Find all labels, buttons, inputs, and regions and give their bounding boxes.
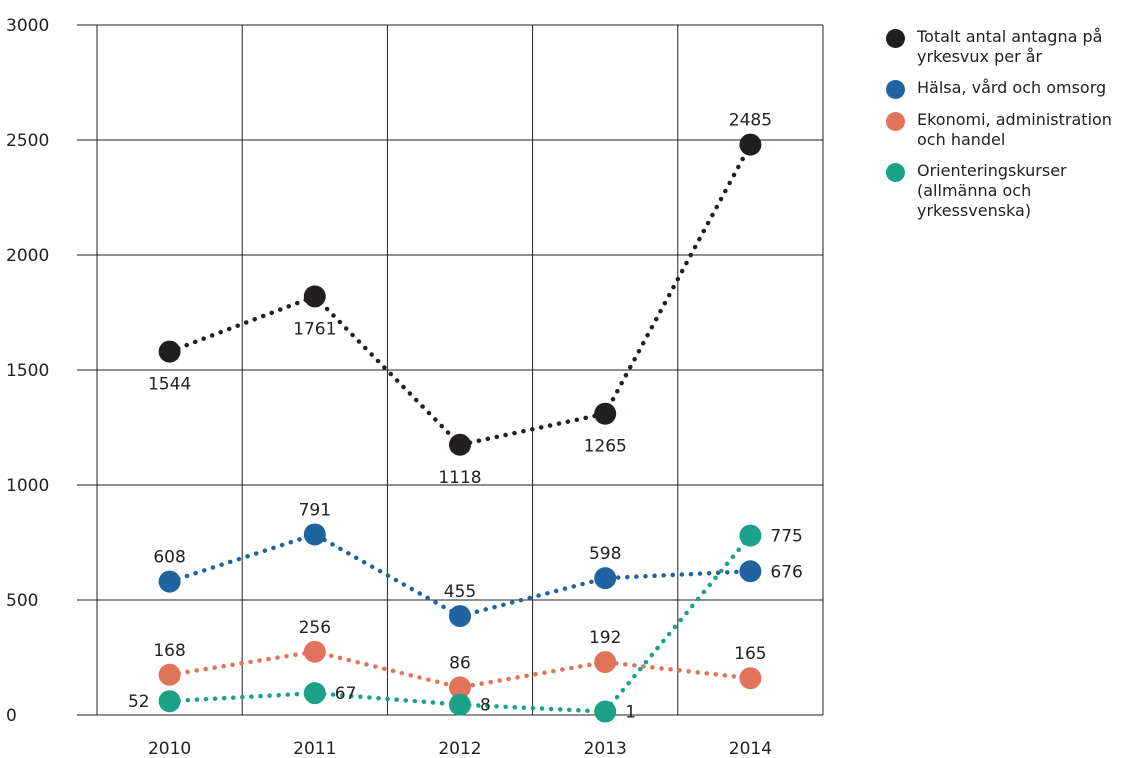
data-point (303, 640, 326, 663)
data-label: 52 (128, 692, 150, 712)
data-label: 1118 (438, 468, 481, 488)
y-tick-label: 500 (6, 591, 38, 611)
x-tick-label: 2010 (148, 739, 191, 758)
legend-label-line: Orienteringskurser (917, 161, 1067, 180)
data-label: 1761 (293, 319, 336, 339)
data-point (303, 523, 326, 546)
data-label: 86 (449, 653, 471, 673)
data-point (739, 133, 762, 156)
data-labels: 1544 1761 1118 1265 2485 608 791 455 598 676 168 25… (128, 111, 803, 723)
legend-label: Totalt antal antagna på yrkesvux per år (917, 27, 1102, 67)
series-layer (158, 133, 762, 723)
data-label: 165 (734, 644, 766, 664)
y-tick-label: 2000 (6, 246, 49, 266)
legend-swatch (886, 80, 905, 99)
data-label: 1 (625, 703, 636, 723)
data-label: 608 (153, 548, 185, 568)
legend-item: Hälsa, vård och omsorg (886, 78, 1144, 99)
y-axis: 0 500 1000 1500 2000 2500 3000 (6, 16, 49, 726)
legend-label-line: yrkesvux per år (917, 47, 1043, 66)
data-point (449, 693, 471, 716)
data-point (594, 567, 617, 590)
legend-label: Ekonomi, administration och handel (917, 110, 1112, 150)
data-label: 192 (589, 628, 621, 648)
data-point (594, 402, 617, 425)
data-label: 1265 (584, 437, 627, 457)
y-tick-label: 0 (6, 706, 17, 726)
data-label: 598 (589, 544, 621, 564)
data-label: 676 (770, 562, 802, 582)
y-tick-label: 2500 (6, 131, 49, 151)
data-point (594, 700, 617, 723)
legend-label-line: Totalt antal antagna på (917, 27, 1103, 46)
data-label: 791 (299, 500, 331, 520)
legend-swatch (886, 163, 905, 182)
series-line (167, 532, 753, 619)
legend-swatch (886, 112, 905, 131)
data-label: 2485 (729, 111, 772, 131)
legend-label-line: (allmänna och (917, 181, 1032, 200)
data-label: 256 (299, 618, 331, 638)
data-label: 775 (770, 527, 802, 547)
x-tick-label: 2014 (729, 739, 772, 758)
y-tick-label: 1000 (6, 476, 49, 496)
legend-label-line: och handel (917, 130, 1006, 149)
data-point (158, 663, 181, 686)
data-point (303, 682, 326, 705)
data-label: 455 (444, 582, 476, 602)
data-point (449, 676, 471, 699)
x-tick-label: 2012 (438, 739, 481, 758)
data-point (449, 433, 471, 456)
legend-swatch (886, 29, 905, 48)
x-tick-label: 2013 (584, 739, 627, 758)
series-line (167, 142, 753, 448)
legend-label: Hälsa, vård och omsorg (917, 78, 1106, 98)
legend-item: Ekonomi, administration och handel (886, 110, 1144, 150)
legend-label: Orienteringskurser (allmänna och yrkessven… (917, 161, 1067, 221)
data-point (449, 605, 471, 628)
data-point (158, 690, 181, 713)
data-point (594, 651, 617, 674)
data-point (158, 340, 181, 363)
legend-label-line: Hälsa, vård och omsorg (917, 78, 1107, 97)
series-line (167, 649, 753, 690)
legend-item: Orienteringskurser (allmänna och yrkessven… (886, 161, 1144, 221)
data-label: 168 (153, 641, 185, 661)
data-label: 1544 (148, 375, 191, 395)
data-label: 8 (480, 696, 491, 716)
x-axis: 2010 2011 2012 2013 2014 (148, 739, 772, 758)
data-point (739, 560, 762, 583)
x-tick-label: 2011 (293, 739, 336, 758)
legend-label-line: yrkessvenska) (917, 201, 1032, 220)
data-point (739, 667, 762, 690)
y-tick-label: 3000 (6, 16, 49, 36)
grid (77, 24, 824, 716)
data-point (739, 524, 762, 547)
legend-item: Totalt antal antagna på yrkesvux per år (886, 27, 1144, 67)
data-label: 67 (335, 684, 357, 704)
legend-label-line: Ekonomi, administration (917, 110, 1112, 129)
y-tick-label: 1500 (6, 361, 49, 381)
data-point (158, 570, 181, 593)
legend: Totalt antal antagna på yrkesvux per år Hä… (886, 27, 1144, 232)
data-point (303, 285, 326, 308)
